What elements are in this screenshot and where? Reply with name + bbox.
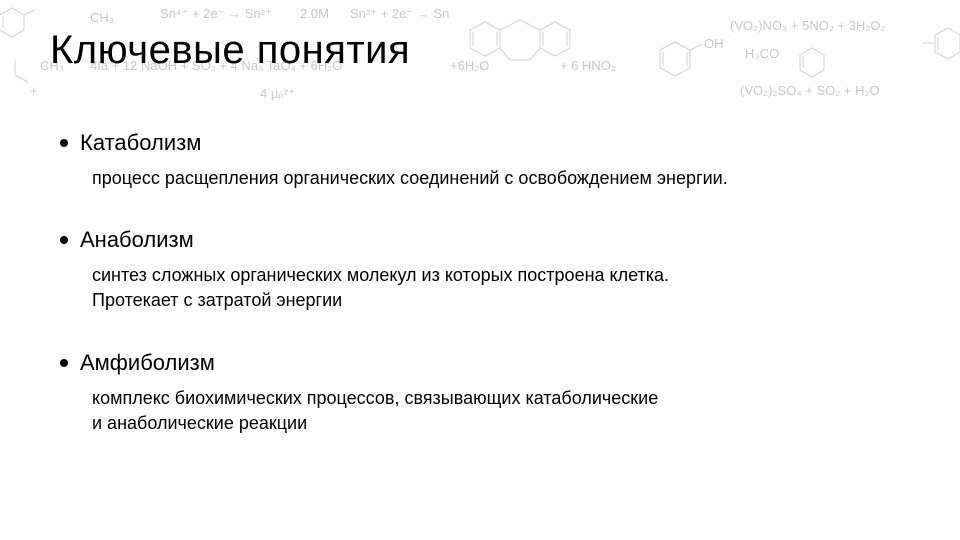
- svg-text:2.0M: 2.0M: [300, 6, 329, 21]
- term-block: Анаболизм синтез сложных органических мо…: [60, 227, 920, 313]
- bullet-icon: [60, 359, 68, 367]
- term-name: Анаболизм: [80, 227, 194, 253]
- svg-text:(VO₂)₂SO₄ + SO₂ + H₂O: (VO₂)₂SO₄ + SO₂ + H₂O: [740, 83, 880, 98]
- svg-text:Sn⁴⁺ + 2e⁻ → Sn²⁺: Sn⁴⁺ + 2e⁻ → Sn²⁺: [160, 6, 272, 21]
- svg-text:+ 6 HNO₂: + 6 HNO₂: [560, 58, 616, 73]
- bullet-icon: [60, 139, 68, 147]
- term-title: Анаболизм: [60, 227, 920, 253]
- term-block: Катаболизм процесс расщепления органичес…: [60, 130, 920, 191]
- svg-text:+: +: [30, 83, 38, 98]
- slide-title: Ключевые понятия: [50, 28, 410, 73]
- term-definition: комплекс биохимических процессов, связыв…: [92, 386, 920, 436]
- svg-text:Sn²⁺ + 2e⁻ → Sn: Sn²⁺ + 2e⁻ → Sn: [350, 6, 449, 21]
- svg-text:CH₃: CH₃: [90, 10, 114, 25]
- content-area: Катаболизм процесс расщепления органичес…: [60, 130, 920, 472]
- term-title: Катаболизм: [60, 130, 920, 156]
- term-name: Катаболизм: [80, 130, 201, 156]
- svg-text:+6H₂O: +6H₂O: [450, 58, 489, 73]
- term-name: Амфиболизм: [80, 350, 215, 376]
- svg-text:OH: OH: [704, 36, 724, 51]
- term-definition: процесс расщепления органических соедине…: [92, 166, 920, 191]
- term-block: Амфиболизм комплекс биохимических процес…: [60, 350, 920, 436]
- bullet-icon: [60, 236, 68, 244]
- term-definition: синтез сложных органических молекул из к…: [92, 263, 920, 313]
- svg-text:H₃CO: H₃CO: [745, 46, 779, 61]
- svg-text:4 μₚ²⁺: 4 μₚ²⁺: [260, 86, 295, 101]
- svg-text:(VO₂)NO₃ + 5NO₂ + 3H₂O₂: (VO₂)NO₃ + 5NO₂ + 3H₂O₂: [730, 18, 886, 33]
- term-title: Амфиболизм: [60, 350, 920, 376]
